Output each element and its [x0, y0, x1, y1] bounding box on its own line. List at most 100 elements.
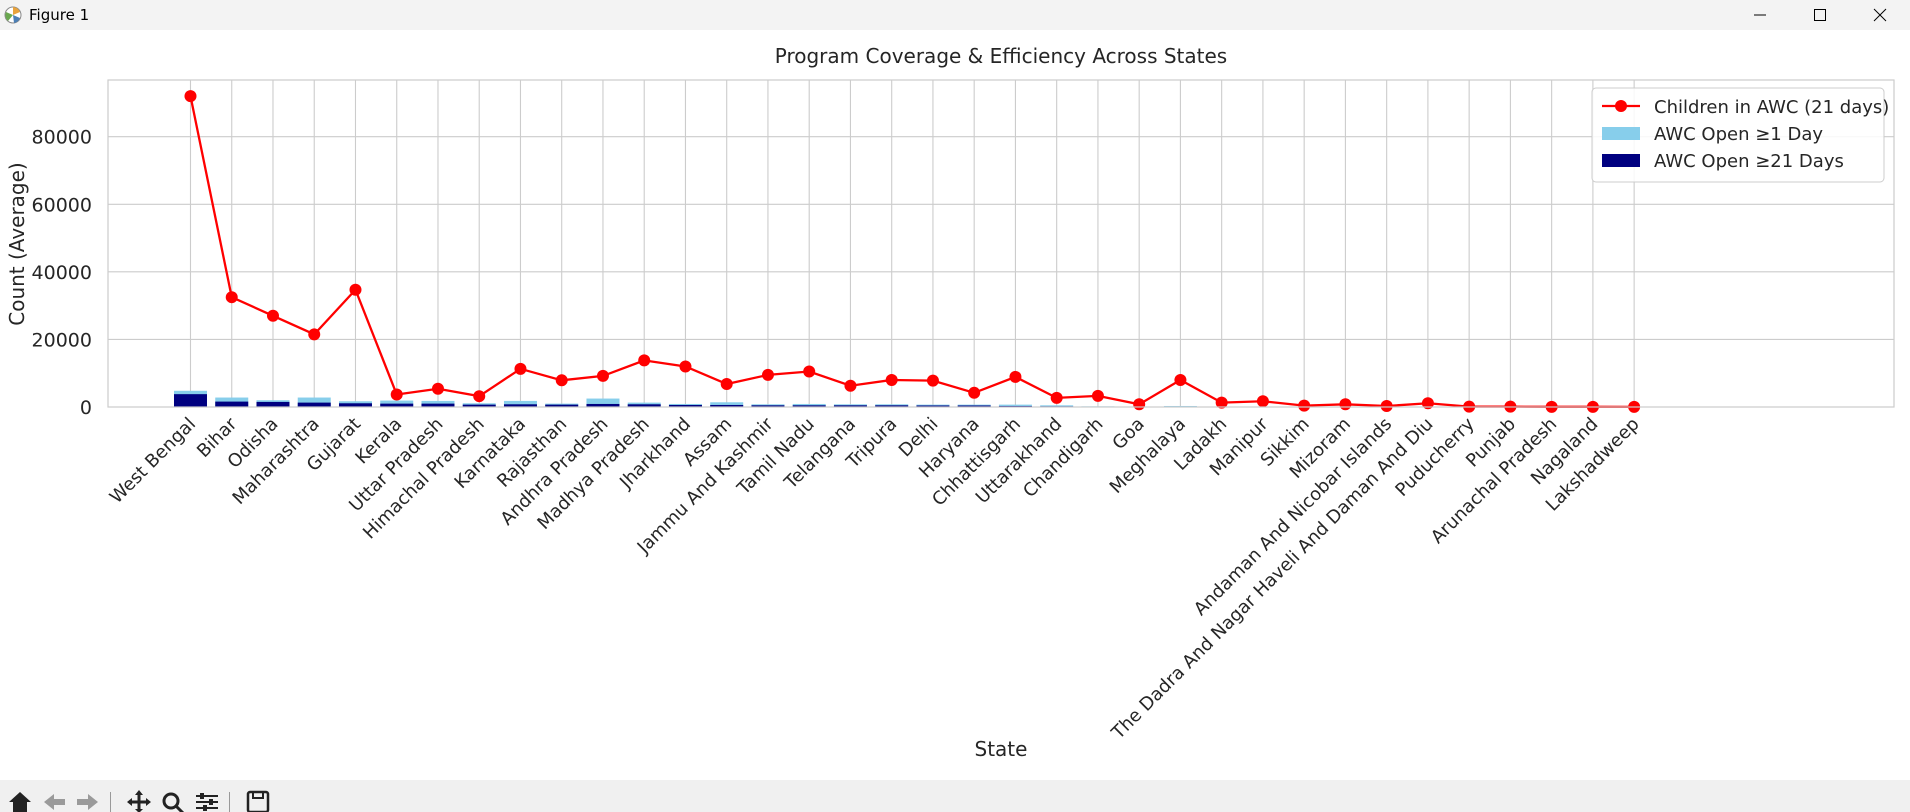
children-point [555, 374, 568, 387]
children-point [473, 390, 486, 403]
forward-icon[interactable] [74, 786, 102, 812]
bar-awc-open-1-day [998, 404, 1032, 407]
bar-awc-open-1-day [710, 402, 744, 407]
toolbar-separator [229, 792, 230, 812]
bar-awc-open-21-days [421, 403, 455, 407]
children-point [1091, 389, 1104, 402]
children-point [514, 362, 527, 375]
bar-awc-open-21-days [173, 394, 207, 407]
maximize-icon [1814, 9, 1826, 21]
toolbar-separator [110, 792, 111, 812]
bar-awc-open-21-days [833, 405, 867, 407]
children-point [1215, 396, 1228, 409]
minimize-button[interactable] [1730, 0, 1790, 30]
children-point [596, 369, 609, 382]
legend-marker [1615, 100, 1627, 112]
y-tick-label: 80000 [32, 127, 92, 149]
close-button[interactable] [1850, 0, 1910, 30]
bar-awc-open-21-days [792, 405, 826, 407]
bar-awc-open-21-days [256, 401, 290, 407]
bar-awc-open-21-days [751, 405, 785, 407]
y-axis-label: Count (Average) [5, 162, 29, 326]
line-series [184, 90, 1641, 413]
children-point [885, 373, 898, 386]
children-point [308, 328, 321, 341]
children-point [926, 374, 939, 387]
bar-awc-open-21-days [627, 404, 661, 407]
children-point [349, 283, 362, 296]
legend-bar-swatch [1602, 127, 1640, 140]
bar-awc-open-21-days [380, 403, 414, 407]
bar-awc-open-1-day [1040, 405, 1074, 407]
chart-title: Program Coverage & Efficiency Across Sta… [775, 44, 1227, 68]
legend: Children in AWC (21 days) AWC Open ≥1 Day… [1591, 87, 1889, 183]
bar-awc-open-21-days [297, 402, 331, 407]
minimize-icon [1754, 14, 1766, 16]
children-point [1009, 370, 1022, 383]
y-tick-labels: 0 20000 40000 60000 80000 [32, 127, 92, 419]
bar-awc-open-21-days [503, 404, 537, 407]
children-point [720, 378, 733, 391]
plot-frame [107, 79, 1895, 408]
legend-label: AWC Open ≥21 Days [1654, 151, 1844, 172]
bar-awc-open-21-days [462, 404, 496, 407]
window-titlebar: Figure 1 [0, 0, 1910, 30]
bar-awc-open-21-days [215, 401, 249, 407]
bar-awc-open-21-days [916, 405, 950, 407]
children-point [1133, 398, 1146, 411]
matplotlib-icon [4, 6, 22, 24]
bar-awc-open-21-days [545, 404, 579, 407]
children-point [844, 379, 857, 392]
bar-awc-open-1-day [297, 397, 331, 407]
children-point [968, 386, 981, 399]
x-tick-label: West Bengal [106, 414, 200, 508]
bar-awc-open-21-days [668, 404, 702, 407]
children-point [184, 90, 197, 103]
x-axis-label: State [975, 737, 1028, 761]
bar-awc-open-1-day [586, 398, 620, 407]
bar-awc-open-21-days [875, 405, 909, 407]
chart: 0 20000 40000 60000 80000 West BengalBiharOd… [5, 44, 1895, 761]
children-point [1256, 395, 1269, 408]
children-point [679, 360, 692, 373]
navigation-toolbar [0, 780, 1910, 812]
children-point [1380, 399, 1393, 412]
bar-awc-open-21-days [586, 403, 620, 407]
children-point [1298, 399, 1311, 412]
children-point [1421, 397, 1434, 410]
y-tick-label: 0 [80, 397, 92, 419]
zoom-icon[interactable] [159, 786, 187, 812]
children-point [225, 291, 238, 304]
bar-awc-open-21-days [338, 403, 372, 407]
figure-canvas: 0 20000 40000 60000 80000 West Bengal Bihar Od… [0, 30, 1910, 780]
children-point [638, 354, 651, 367]
bar-awc-open-1-day [503, 400, 537, 407]
children-point [803, 365, 816, 378]
maximize-button[interactable] [1790, 0, 1850, 30]
children-point [266, 309, 279, 322]
back-icon[interactable] [40, 786, 68, 812]
children-line [189, 95, 1635, 409]
y-tick-label: 60000 [32, 194, 92, 216]
bar-awc-open-21-days [957, 405, 991, 407]
legend-box [1591, 87, 1885, 183]
close-icon [1873, 8, 1887, 22]
children-point [390, 388, 403, 401]
save-icon[interactable] [244, 786, 272, 812]
children-point [431, 382, 444, 395]
children-point [1174, 373, 1187, 386]
children-point [1339, 398, 1352, 411]
children-point [761, 368, 774, 381]
y-tick-label: 20000 [32, 329, 92, 351]
pan-icon[interactable] [125, 786, 153, 812]
configure-icon[interactable] [193, 786, 221, 812]
bar-awc-open-21-days [710, 404, 744, 407]
window-controls [1730, 0, 1910, 30]
children-point [1050, 391, 1063, 404]
y-tick-label: 40000 [32, 262, 92, 284]
legend-bar-swatch [1602, 154, 1640, 167]
legend-label: Children in AWC (21 days) [1654, 97, 1889, 118]
home-icon[interactable] [6, 786, 34, 812]
window-title: Figure 1 [29, 6, 90, 24]
legend-label: AWC Open ≥1 Day [1654, 124, 1823, 145]
